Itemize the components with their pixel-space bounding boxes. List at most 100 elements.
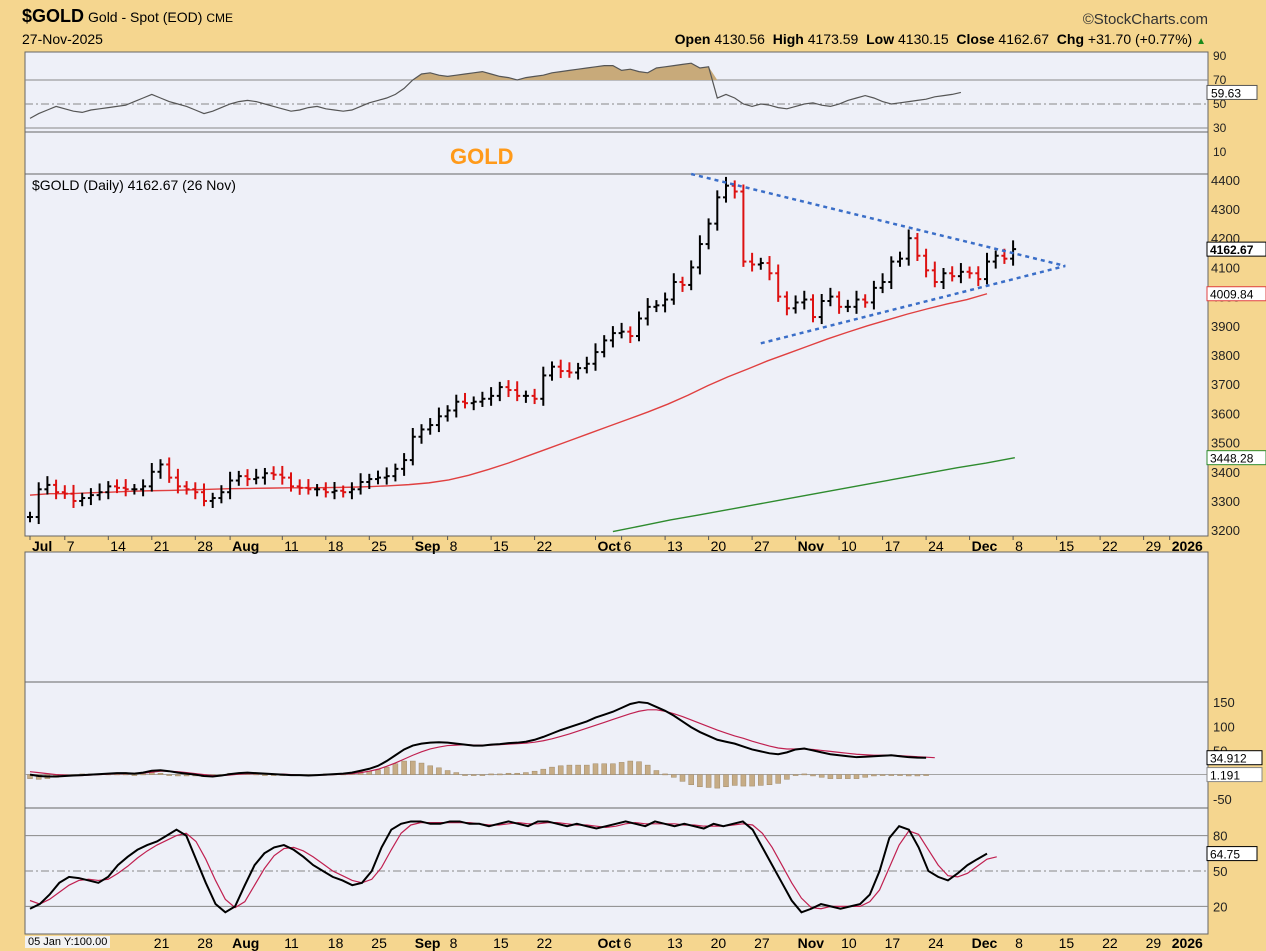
price-bar: [992, 250, 999, 269]
macd-histogram-bar: [758, 774, 764, 786]
macd-histogram-bar: [601, 763, 607, 775]
macd-histogram-bar: [784, 774, 790, 780]
macd-histogram-bar: [714, 774, 721, 789]
price-bar: [940, 268, 947, 290]
macd-histogram-bar: [575, 764, 581, 775]
rsi-value-label: 59.63: [1211, 86, 1241, 100]
stoch-tick: 20: [1213, 899, 1227, 914]
price-bar: [27, 511, 33, 523]
x-label: Jul: [32, 538, 52, 554]
price-bar: [792, 295, 799, 314]
price-bar: [174, 468, 181, 494]
price-bar: [35, 482, 42, 525]
price-bar: [427, 418, 434, 435]
price-bar: [522, 390, 529, 403]
macd-histogram-bar: [462, 774, 468, 776]
macd-histogram-bar: [262, 774, 268, 776]
exchange: CME: [206, 11, 234, 25]
rsi-overbought-fill: [30, 63, 961, 80]
price-bar: [679, 276, 686, 292]
price-bar: [984, 252, 990, 285]
price-bar: [957, 263, 964, 284]
price-bar: [566, 362, 573, 378]
x-label: 8: [450, 538, 458, 554]
price-bar: [375, 470, 381, 485]
price-bar: [314, 484, 321, 497]
x-label-bottom: Aug: [232, 935, 259, 951]
macd-histogram-bar: [801, 773, 808, 776]
price-bar: [114, 479, 120, 494]
macd-histogram-bar: [479, 774, 486, 776]
price-bar: [288, 472, 294, 492]
sma200-value-box: [1206, 450, 1266, 466]
price-tick: 3200: [1211, 523, 1240, 538]
macd-tick: -50: [1213, 792, 1232, 807]
macd-histogram-bar: [671, 774, 677, 778]
price-bar: [714, 190, 721, 231]
macd-histogram-bar: [166, 774, 172, 776]
price-bar: [818, 293, 825, 325]
x-label: 22: [1102, 538, 1118, 554]
ohlc-readout: Open 4130.56 High 4173.59 Low 4130.15 Cl…: [675, 31, 1206, 47]
price-bar: [627, 326, 634, 344]
chart-header: $GOLD Gold - Spot (EOD) CME: [22, 6, 233, 27]
symbol: $GOLD: [22, 6, 85, 26]
x-label-bottom: Nov: [798, 935, 825, 951]
x-label-bottom: 11: [284, 935, 299, 951]
macd-histogram-bar: [505, 772, 512, 775]
price-bar: [409, 427, 416, 466]
price-panel-bg: [24, 51, 1209, 537]
x-label: 11: [284, 538, 299, 554]
stoch-tick: 50: [1213, 864, 1227, 879]
price-bar: [836, 291, 843, 314]
price-bar: [53, 479, 60, 500]
x-label-bottom: 25: [371, 935, 387, 951]
x-label: 6: [624, 538, 632, 554]
price-bar: [201, 483, 207, 507]
macd-histogram-bar: [523, 772, 529, 775]
price-bar: [296, 479, 303, 495]
corner-label: 05 Jan Y:100.00: [25, 936, 111, 948]
x-label: Sep: [415, 538, 441, 554]
price-bar: [435, 407, 442, 433]
macd-histogram-bar: [401, 760, 407, 775]
low-label: Low: [866, 31, 895, 47]
macd-histogram-bar: [862, 774, 868, 778]
macd-histogram-bar: [618, 762, 625, 775]
x-label-bottom: 15: [493, 935, 509, 951]
brand: ©StockCharts.com: [1082, 11, 1208, 28]
x-label: Aug: [232, 538, 259, 554]
close-value: 4162.67: [998, 31, 1050, 47]
price-bar: [235, 470, 242, 486]
price-bar: [253, 468, 260, 485]
price-bar: [592, 343, 599, 371]
price-bar: [862, 294, 869, 308]
macd-histogram-bar: [627, 760, 634, 775]
stoch-k-line: [29, 820, 988, 914]
macd-value-box: [1206, 750, 1263, 766]
price-bar: [557, 359, 564, 379]
price-bar: [662, 292, 669, 313]
price-tick: 4100: [1211, 260, 1240, 275]
price-bar: [166, 457, 173, 483]
price-bar: [322, 482, 329, 498]
x-label-bottom: 27: [754, 935, 770, 951]
price-bar: [462, 392, 468, 409]
macd-histogram-bar: [871, 774, 877, 777]
x-label: 10: [841, 538, 857, 554]
x-label: 28: [197, 538, 213, 554]
macd-histogram-bar: [888, 774, 895, 776]
price-bar: [723, 176, 729, 203]
price-bar: [331, 481, 338, 500]
macd-histogram-bar: [566, 764, 573, 775]
macd-histogram-bar: [418, 762, 425, 775]
open-value: 4130.56: [714, 31, 765, 47]
macd-histogram-bar: [131, 774, 138, 776]
macd-histogram-bar: [662, 773, 668, 776]
current-price-label: 4162.67: [1210, 243, 1254, 257]
macd-histogram-bar: [410, 760, 416, 775]
macd-histogram-bar: [897, 774, 903, 776]
macd-histogram-bar: [914, 774, 921, 777]
price-bar: [105, 481, 112, 500]
